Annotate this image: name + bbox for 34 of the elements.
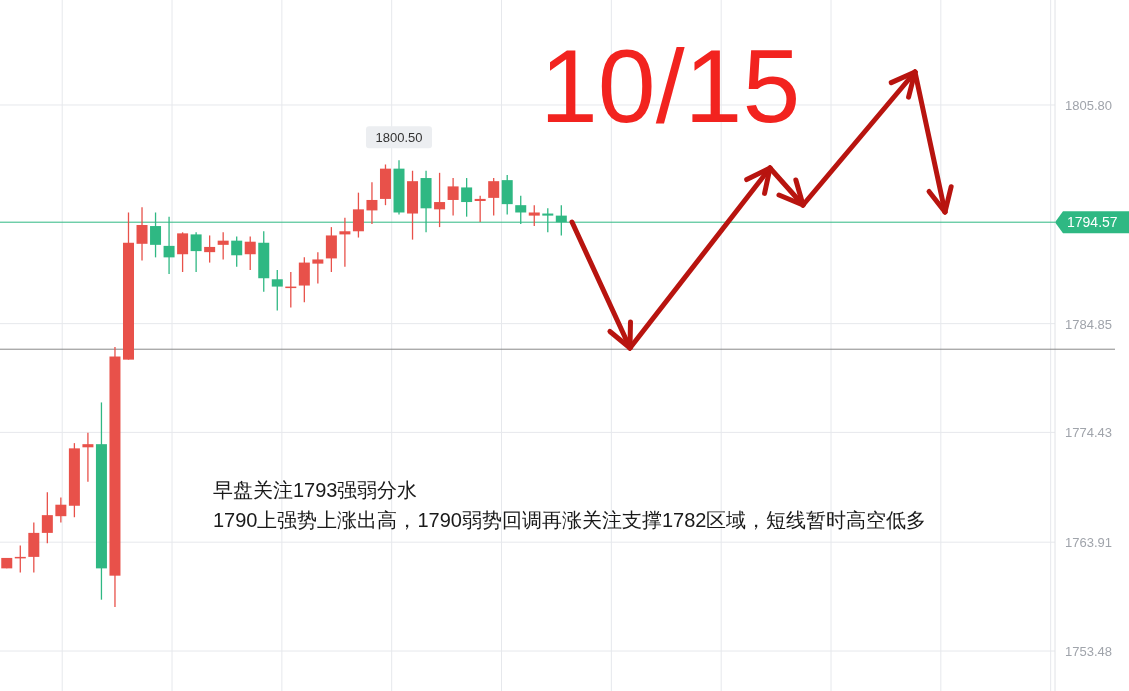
- candlestick: [447, 177, 459, 217]
- y-tick-label: 1774.43: [1065, 425, 1112, 441]
- candlestick: [177, 231, 189, 273]
- candlestick: [231, 235, 243, 268]
- candlestick: [28, 521, 40, 574]
- candlestick: [339, 217, 351, 268]
- candlestick: [271, 269, 283, 312]
- candlestick: [298, 256, 310, 303]
- annotation: 1790上强势上涨出高，1790弱势回调再涨关注支撑1782区域，短线暂时高空低多: [213, 509, 927, 531]
- candlestick: [217, 231, 229, 261]
- candlestick: [352, 192, 364, 239]
- candlestick: [204, 234, 216, 264]
- candlestick: [82, 432, 94, 483]
- candlestick: [190, 231, 202, 273]
- annotation: 1800.50: [375, 130, 423, 146]
- candlestick: [488, 177, 500, 217]
- candlestick: [366, 181, 378, 225]
- candlestick: [461, 177, 473, 218]
- candlestick: [528, 204, 540, 227]
- y-tick-label: 1753.48: [1065, 644, 1112, 660]
- y-tick-label: 1784.85: [1065, 316, 1112, 332]
- candlestick: [136, 206, 148, 262]
- candlestick: [244, 235, 256, 271]
- candlestick: [434, 172, 446, 228]
- candlestick: [312, 251, 324, 285]
- y-tick-label: 1763.91: [1065, 535, 1112, 551]
- ref-line-label: 1794.57: [1067, 214, 1118, 231]
- candlestick: [474, 195, 486, 223]
- annotation: 早盘关注1793强弱分水: [213, 479, 418, 501]
- candlestick: [41, 491, 53, 544]
- y-tick-label: 1805.80: [1065, 97, 1112, 113]
- candlestick: [325, 226, 337, 273]
- candlestick: [55, 496, 67, 524]
- chart-title: 10/15: [540, 28, 801, 144]
